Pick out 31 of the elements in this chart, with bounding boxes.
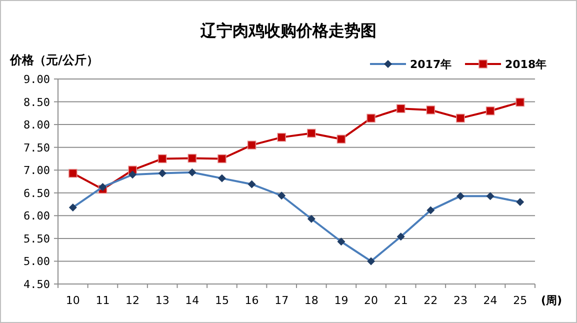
y-tick-label: 7.00 [24,164,50,178]
x-tick-label: 21 [394,294,408,307]
x-axis-title: (周) [541,294,562,307]
x-tick-label: 10 [66,294,80,307]
x-tick-label: 20 [364,294,378,307]
x-tick-label: 24 [483,294,498,307]
x-tick-label: 11 [96,294,110,307]
x-tick-label: 14 [185,294,200,307]
legend-label: 2018年 [505,58,547,71]
y-tick-label: 6.50 [24,186,50,200]
x-tick-label: 19 [334,294,348,307]
x-tick-label: 22 [424,294,438,307]
x-tick-label: 23 [453,294,468,307]
y-axis-title: 价格（元/公斤） [9,53,98,67]
x-tick-label: 18 [304,294,318,307]
y-tick-label: 5.50 [24,232,50,246]
y-tick-label: 7.50 [24,141,50,154]
legend-label: 2017年 [410,58,452,71]
x-tick-label: 15 [214,294,229,307]
x-tick-label: 17 [274,294,289,307]
y-tick-label: 5.00 [24,255,50,268]
x-tick-label: 12 [126,294,140,307]
y-tick-label: 6.00 [24,210,50,223]
x-tick-label: 16 [244,294,259,307]
y-tick-label: 8.00 [24,118,50,132]
y-tick-label: 9.00 [24,73,50,86]
x-tick-label: 25 [513,294,528,307]
chart-title: 辽宁肉鸡收购价格走势图 [200,21,376,40]
y-tick-label: 4.50 [24,278,50,291]
x-tick-label: 13 [155,294,170,307]
y-tick-label: 8.50 [24,96,50,109]
